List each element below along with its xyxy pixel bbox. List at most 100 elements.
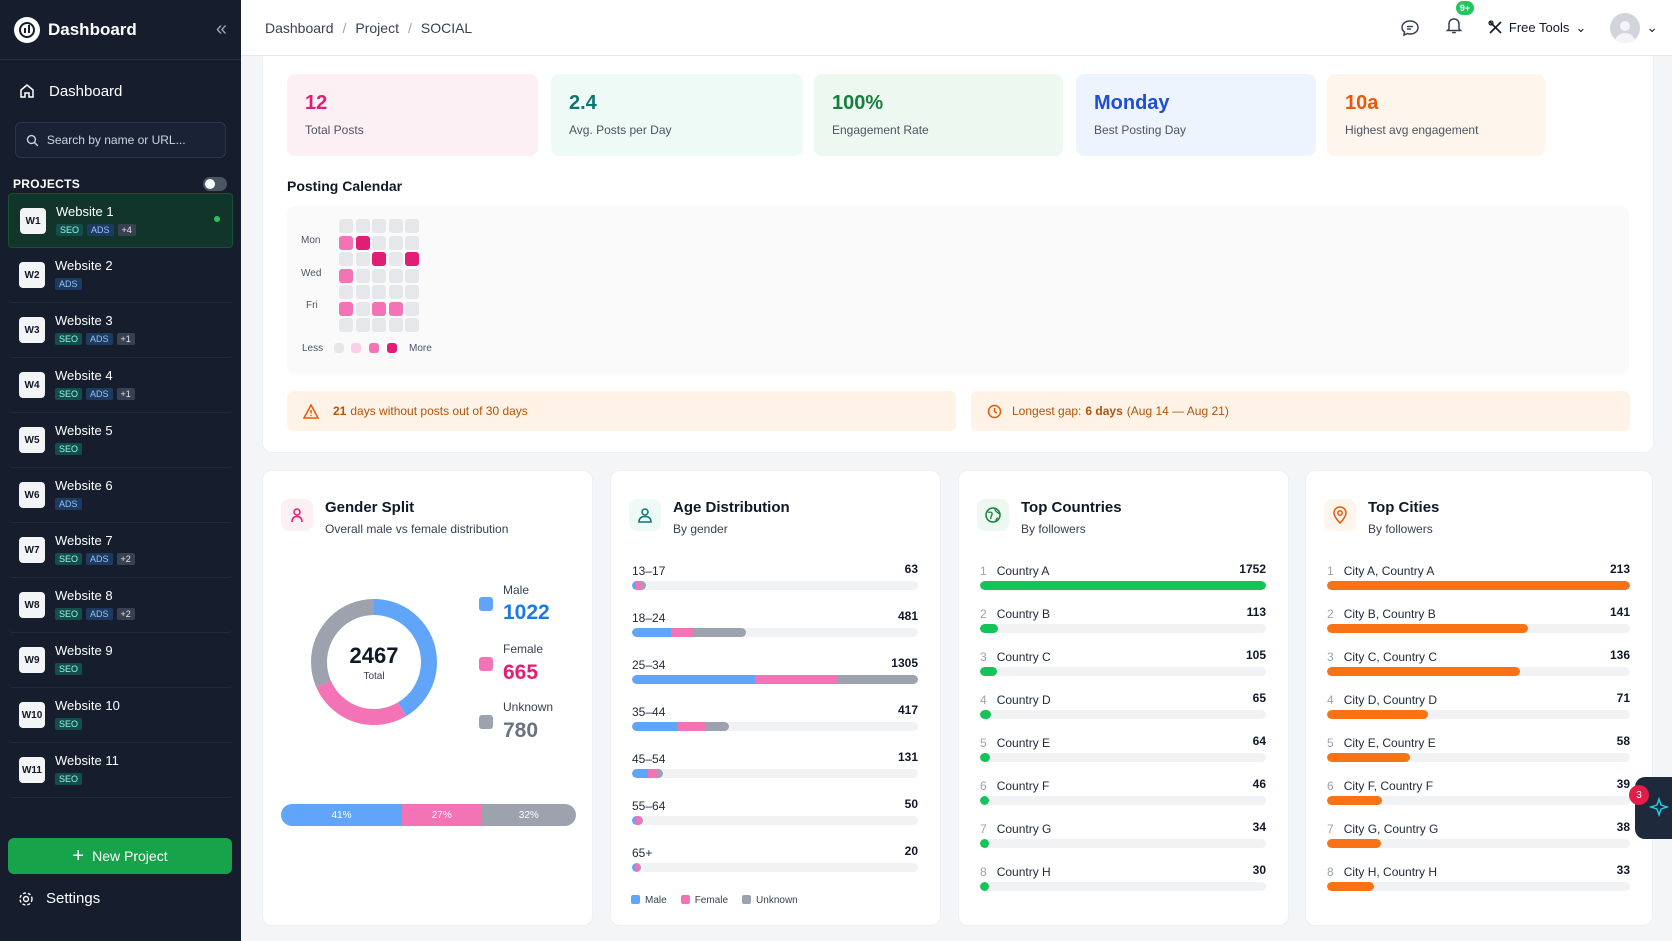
calendar-cell[interactable] xyxy=(355,219,370,233)
calendar-cell[interactable] xyxy=(405,285,419,299)
calendar-cell[interactable] xyxy=(372,301,386,316)
breadcrumb: Dashboard / Project / SOCIAL xyxy=(265,19,473,36)
calendar-cell[interactable] xyxy=(355,285,370,299)
project-avatar: W2 xyxy=(19,262,45,288)
calendar-cell[interactable] xyxy=(388,235,403,250)
ranked-row: 3 City C, Country C 136 xyxy=(1327,648,1630,684)
calendar-cell[interactable] xyxy=(405,301,419,316)
calendar-cell[interactable] xyxy=(339,285,353,299)
row-value: 136 xyxy=(1609,648,1630,662)
calendar-cell[interactable] xyxy=(339,318,353,332)
gap-count: 21 xyxy=(333,404,347,418)
age-value: 131 xyxy=(897,750,918,764)
value-bar xyxy=(980,667,998,676)
calendar-cell[interactable] xyxy=(355,268,370,283)
project-name: Website 11 xyxy=(55,753,119,768)
calendar-cell[interactable] xyxy=(372,285,386,299)
calendar-cell[interactable] xyxy=(355,318,370,332)
legend-more: More xyxy=(409,343,432,354)
user-menu[interactable]: ⌄ xyxy=(1610,12,1658,43)
collapse-sidebar-icon[interactable]: « xyxy=(215,18,227,40)
sidebar-item-project[interactable]: W8 Website 8 SEO ADS +2 xyxy=(8,578,233,633)
female-value: 665 xyxy=(503,661,539,684)
sidebar-item-project[interactable]: W6 Website 6 ADS xyxy=(8,468,233,523)
age-row: 13–17 63 xyxy=(632,562,918,598)
calendar-cell[interactable] xyxy=(372,235,386,250)
sidebar-item-project[interactable]: W5 Website 5 SEO xyxy=(8,413,233,468)
ranked-row: 8 City H, Country H 33 xyxy=(1327,863,1630,899)
sidebar-item-dashboard[interactable]: Dashboard xyxy=(0,60,241,122)
projects-toggle[interactable] xyxy=(203,177,227,191)
row-label: Country H xyxy=(996,865,1051,879)
row-value: 71 xyxy=(1616,691,1630,705)
calendar-cell[interactable] xyxy=(372,268,386,283)
calendar-cell[interactable] xyxy=(388,318,403,332)
breadcrumb-project[interactable]: Project xyxy=(355,19,399,36)
donut-segment-female xyxy=(311,599,437,725)
free-tools-menu[interactable]: Free Tools ⌄ xyxy=(1488,20,1586,36)
row-label: Country G xyxy=(996,822,1052,836)
longest-gap-label: Longest gap: xyxy=(1012,404,1082,418)
calendar-cell[interactable] xyxy=(339,252,353,266)
sidebar-item-project[interactable]: W7 Website 7 SEO ADS +2 xyxy=(8,523,233,578)
calendar-cell[interactable] xyxy=(339,301,353,316)
calendar-cell[interactable] xyxy=(355,252,370,266)
calendar-cell[interactable] xyxy=(339,268,353,283)
sidebar-item-settings[interactable]: Settings xyxy=(18,890,100,907)
stat-card: 12 Total Posts xyxy=(287,74,538,156)
day-label: Fri xyxy=(306,300,318,311)
sidebar-item-project[interactable]: W9 Website 9 SEO xyxy=(8,633,233,688)
calendar-cell[interactable] xyxy=(388,268,403,283)
row-value: 30 xyxy=(1252,863,1266,877)
age-segment xyxy=(638,863,641,872)
clock-icon xyxy=(987,404,1002,418)
new-project-button[interactable]: + New Project xyxy=(8,838,232,874)
settings-label: Settings xyxy=(46,890,101,907)
age-segment xyxy=(837,675,918,684)
sidebar-item-project[interactable]: W1 Website 1 SEO ADS +4 xyxy=(8,193,233,248)
age-bar xyxy=(632,863,641,872)
calendar-cell[interactable] xyxy=(372,318,386,332)
calendar-cell[interactable] xyxy=(388,285,403,299)
longest-gap-alert: Longest gap: 6 days (Aug 14 — Aug 21) xyxy=(971,391,1630,431)
notifications-button[interactable]: 9+ xyxy=(1444,1,1475,40)
sidebar-item-project[interactable]: W2 Website 2 ADS xyxy=(8,248,233,303)
sidebar-item-project[interactable]: W4 Website 4 SEO ADS +1 xyxy=(8,358,233,413)
calendar-cell[interactable] xyxy=(339,219,353,233)
donut-segment-unknown xyxy=(311,599,437,725)
calendar-cell[interactable] xyxy=(388,219,403,233)
card-title: Top Countries xyxy=(1021,499,1122,516)
calendar-cell[interactable] xyxy=(388,301,403,316)
calendar-cell[interactable] xyxy=(372,252,386,266)
sidebar-item-project[interactable]: W10 Website 10 SEO xyxy=(8,688,233,743)
project-tag: SEO xyxy=(55,718,83,730)
age-segment xyxy=(641,581,647,590)
breadcrumb-dashboard[interactable]: Dashboard xyxy=(265,19,334,36)
age-legend: Male Female Unknown xyxy=(631,895,798,906)
calendar-cell[interactable] xyxy=(405,219,419,233)
calendar-cell[interactable] xyxy=(388,252,403,266)
project-avatar: W8 xyxy=(19,592,45,618)
calendar-cell[interactable] xyxy=(405,268,419,283)
sidebar-item-project[interactable]: W11 Website 11 SEO xyxy=(8,743,233,798)
calendar-cell[interactable] xyxy=(355,235,370,250)
project-search[interactable] xyxy=(15,122,226,158)
project-tag: +1 xyxy=(116,388,135,400)
calendar-cell[interactable] xyxy=(405,252,419,266)
sidebar-item-project[interactable]: W3 Website 3 SEO ADS +1 xyxy=(8,303,233,358)
calendar-cell[interactable] xyxy=(355,301,370,316)
ranked-row: 6 Country F 46 xyxy=(980,777,1266,813)
project-name: Website 5 xyxy=(55,423,113,438)
chat-icon[interactable] xyxy=(1400,18,1420,38)
calendar-cell[interactable] xyxy=(405,235,419,250)
row-value: 34 xyxy=(1252,820,1266,834)
project-tag: +2 xyxy=(116,553,135,565)
search-input[interactable] xyxy=(46,133,215,147)
stat-card: 2.4 Avg. Posts per Day xyxy=(551,74,803,156)
calendar-cell[interactable] xyxy=(372,219,386,233)
age-row: 25–34 1305 xyxy=(632,656,918,692)
calendar-cell[interactable] xyxy=(405,318,419,332)
age-row: 55–64 50 xyxy=(632,797,918,833)
value-bar xyxy=(980,753,991,762)
calendar-cell[interactable] xyxy=(339,235,353,250)
